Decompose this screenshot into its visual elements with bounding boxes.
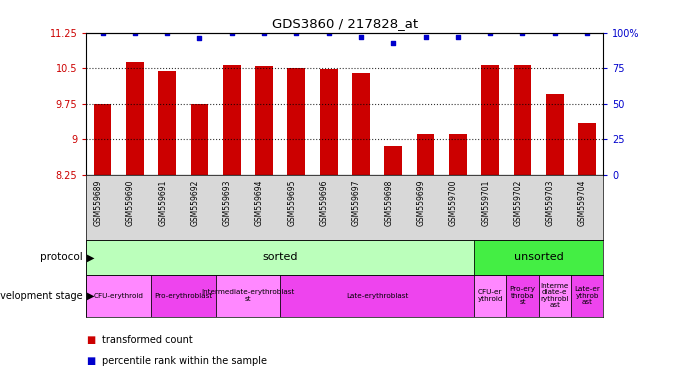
Bar xyxy=(281,275,474,317)
Point xyxy=(194,35,205,41)
Text: GSM559703: GSM559703 xyxy=(546,180,555,227)
Point xyxy=(355,34,366,40)
Point xyxy=(323,30,334,36)
Text: Pro-erythroblast: Pro-erythroblast xyxy=(154,293,212,299)
Text: sorted: sorted xyxy=(263,252,298,262)
Bar xyxy=(578,122,596,175)
Bar xyxy=(449,134,466,175)
Text: development stage: development stage xyxy=(0,291,83,301)
Bar xyxy=(287,68,305,175)
Text: CFU-erythroid: CFU-erythroid xyxy=(94,293,144,299)
Bar xyxy=(151,275,216,317)
Text: GSM559696: GSM559696 xyxy=(320,180,329,227)
Text: GSM559694: GSM559694 xyxy=(255,180,264,227)
Text: GSM559690: GSM559690 xyxy=(126,180,135,227)
Text: Interme
diate-e
rythrobl
ast: Interme diate-e rythrobl ast xyxy=(540,283,569,308)
Bar xyxy=(474,240,603,275)
Point xyxy=(582,30,593,36)
Text: Pro-ery
throba
st: Pro-ery throba st xyxy=(509,286,536,305)
Bar xyxy=(546,94,564,175)
Text: GSM559689: GSM559689 xyxy=(93,180,102,226)
Bar xyxy=(482,65,499,175)
Point xyxy=(129,30,140,36)
Point xyxy=(453,34,464,40)
Point xyxy=(162,30,173,36)
Point xyxy=(420,34,431,40)
Text: percentile rank within the sample: percentile rank within the sample xyxy=(102,356,267,366)
Point xyxy=(226,30,237,36)
Text: Late-erythroblast: Late-erythroblast xyxy=(346,293,408,299)
Point xyxy=(388,40,399,46)
Point xyxy=(484,30,495,36)
Text: GSM559691: GSM559691 xyxy=(158,180,167,226)
Text: GSM559695: GSM559695 xyxy=(287,180,296,227)
Text: Late-er
ythrob
ast: Late-er ythrob ast xyxy=(574,286,600,305)
Bar xyxy=(255,66,273,175)
Bar xyxy=(86,275,151,317)
Bar xyxy=(417,134,435,175)
Bar xyxy=(320,69,337,175)
Bar xyxy=(352,73,370,175)
Text: ■: ■ xyxy=(86,335,95,345)
Bar xyxy=(126,63,144,175)
Text: GSM559697: GSM559697 xyxy=(352,180,361,227)
Text: Intermediate-erythroblast
st: Intermediate-erythroblast st xyxy=(201,290,294,302)
Point xyxy=(291,30,302,36)
Text: GSM559702: GSM559702 xyxy=(513,180,522,226)
Bar xyxy=(223,65,240,175)
Point xyxy=(517,30,528,36)
Bar xyxy=(158,71,176,175)
Point xyxy=(258,30,269,36)
Bar xyxy=(94,104,111,175)
Bar xyxy=(216,275,281,317)
Text: transformed count: transformed count xyxy=(102,335,192,345)
Bar xyxy=(513,65,531,175)
Text: GSM559698: GSM559698 xyxy=(384,180,393,226)
Text: GSM559704: GSM559704 xyxy=(578,180,587,227)
Text: GSM559693: GSM559693 xyxy=(223,180,231,227)
Text: ■: ■ xyxy=(86,356,95,366)
Text: ▶: ▶ xyxy=(87,291,95,301)
Text: GSM559700: GSM559700 xyxy=(449,180,458,227)
Bar xyxy=(384,146,402,175)
Text: GSM559692: GSM559692 xyxy=(191,180,200,226)
Text: GDS3860 / 217828_at: GDS3860 / 217828_at xyxy=(272,17,419,30)
Bar xyxy=(474,275,507,317)
Bar xyxy=(86,240,474,275)
Text: unsorted: unsorted xyxy=(514,252,563,262)
Bar xyxy=(507,275,539,317)
Bar xyxy=(571,275,603,317)
Text: CFU-er
ythroid: CFU-er ythroid xyxy=(477,290,503,302)
Bar xyxy=(539,275,571,317)
Point xyxy=(97,30,108,36)
Point xyxy=(549,30,560,36)
Text: GSM559701: GSM559701 xyxy=(481,180,490,226)
Text: GSM559699: GSM559699 xyxy=(417,180,426,227)
Text: ▶: ▶ xyxy=(87,252,95,262)
Text: protocol: protocol xyxy=(40,252,83,262)
Bar xyxy=(191,104,208,175)
